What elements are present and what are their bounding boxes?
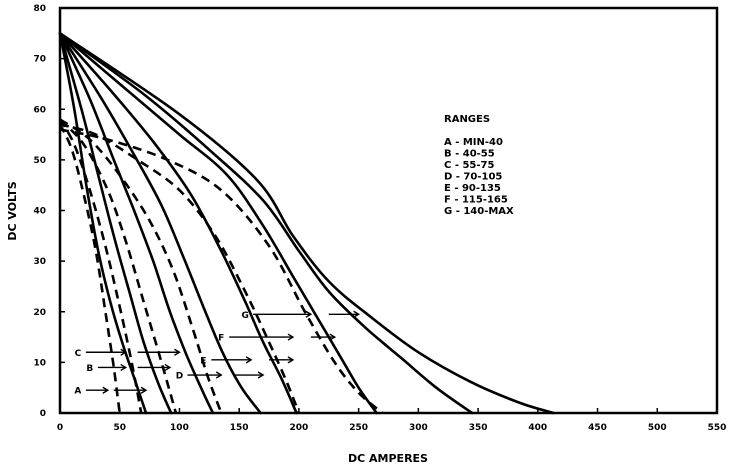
curve-label-a: A bbox=[74, 387, 81, 397]
arrow-head bbox=[287, 356, 295, 364]
x-tick-label: 150 bbox=[230, 423, 249, 433]
curve-label-b: B bbox=[86, 364, 93, 374]
arrow-head bbox=[120, 348, 128, 356]
arrow-head bbox=[353, 310, 360, 318]
x-tick-label: 50 bbox=[113, 423, 126, 433]
y-tick-label: 40 bbox=[33, 207, 46, 217]
curve-d-dashed bbox=[59, 118, 223, 414]
y-tick-label: 10 bbox=[33, 358, 46, 368]
curve-label-d: D bbox=[176, 372, 183, 382]
arrow-head bbox=[120, 363, 128, 372]
y-axis-title: DC VOLTS bbox=[6, 181, 19, 240]
legend-entry: E - 90-135 bbox=[444, 183, 501, 194]
y-tick-label: 0 bbox=[40, 409, 46, 419]
curve-a-solid bbox=[58, 31, 148, 415]
arrow-head bbox=[287, 333, 295, 341]
legend-title: RANGES bbox=[444, 114, 490, 125]
arrow-head bbox=[164, 363, 172, 372]
x-tick-label: 0 bbox=[57, 423, 63, 433]
x-tick-label: 400 bbox=[528, 423, 547, 433]
x-tick-label: 350 bbox=[469, 423, 488, 433]
arrow-head bbox=[174, 348, 181, 356]
y-tick-label: 50 bbox=[33, 156, 46, 166]
curve-f-dashed bbox=[59, 128, 384, 414]
curve-b-dashed bbox=[58, 118, 143, 414]
x-tick-label: 250 bbox=[349, 423, 368, 433]
curve-label-layer: A BC D E F G bbox=[74, 310, 360, 397]
curve-c-dashed bbox=[59, 118, 178, 414]
arrow-head bbox=[305, 310, 313, 318]
y-tick-label: 30 bbox=[33, 257, 46, 267]
curve-label-e: E bbox=[200, 356, 206, 366]
x-tick-label: 550 bbox=[708, 423, 727, 433]
curve-g-solid bbox=[58, 31, 555, 415]
x-tick-label: 450 bbox=[588, 423, 607, 433]
legend-entry: G - 140-MAX bbox=[444, 206, 514, 217]
legend-entry: D - 70-105 bbox=[444, 172, 502, 183]
curve-d-solid bbox=[58, 31, 262, 415]
arrow-head bbox=[257, 371, 265, 379]
legend-entry: C - 55-75 bbox=[444, 160, 494, 171]
arrow-head bbox=[140, 386, 148, 394]
legend: RANGES A - MIN-40B - 40-55C - 55-75D - 7… bbox=[444, 114, 514, 217]
arrow-head bbox=[245, 356, 253, 364]
curve-e-solid bbox=[58, 31, 298, 415]
curve-g-solid bbox=[58, 31, 474, 415]
legend-entry: B - 40-55 bbox=[444, 149, 495, 160]
axis-ticks: 0 50 100 150 200 250 300 350 400 450 500 550 0 10 20 30… bbox=[33, 4, 726, 433]
x-tick-label: 300 bbox=[409, 423, 428, 433]
y-tick-label: 60 bbox=[33, 105, 46, 115]
curve-label-c: C bbox=[75, 349, 82, 359]
y-tick-label: 20 bbox=[33, 308, 46, 318]
curve-b-solid bbox=[58, 31, 173, 415]
curve-c-solid bbox=[58, 31, 215, 415]
legend-entry: A - MIN-40 bbox=[444, 137, 503, 148]
arrow-head bbox=[215, 371, 223, 379]
arrow-head bbox=[102, 386, 110, 394]
x-tick-label: 500 bbox=[648, 423, 667, 433]
legend-entry: F - 115-165 bbox=[444, 195, 508, 206]
curve-label-g: G bbox=[241, 311, 248, 321]
x-tick-label: 200 bbox=[290, 423, 309, 433]
x-axis-title: DC AMPERES bbox=[348, 452, 428, 465]
y-tick-label: 70 bbox=[33, 55, 46, 65]
arrow-head bbox=[329, 333, 337, 341]
curve-f-solid bbox=[58, 31, 378, 415]
y-tick-label: 80 bbox=[33, 4, 46, 14]
curve-label-f: F bbox=[218, 334, 224, 344]
x-tick-label: 100 bbox=[170, 423, 189, 433]
curves-layer bbox=[58, 31, 555, 415]
